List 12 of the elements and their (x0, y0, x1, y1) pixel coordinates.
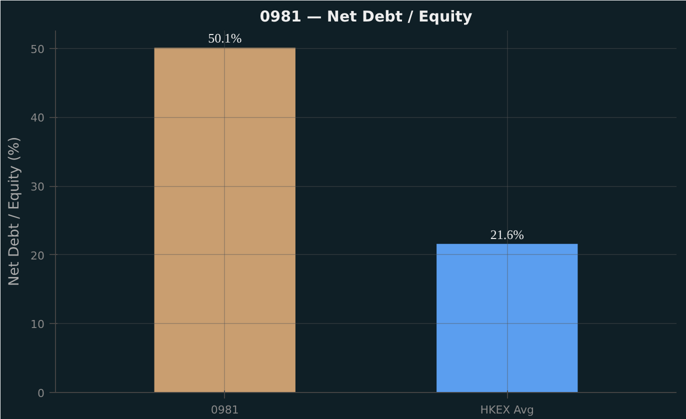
x-tick-label: 0981 (210, 404, 239, 416)
y-axis-title: Net Debt / Equity (%) (6, 136, 23, 286)
y-tick-label: 0 (38, 387, 44, 400)
data-label: 50.1% (208, 30, 242, 46)
y-tick-label: 40 (30, 112, 45, 125)
y-tick-label: 30 (30, 180, 45, 194)
data-label: 21.6% (490, 226, 524, 242)
y-tick-label: 10 (30, 318, 45, 332)
y-tick-label: 20 (30, 249, 45, 262)
chart-title: 0981 — Net Debt / Equity (260, 8, 472, 26)
x-tick-label: HKEX Avg (480, 404, 534, 416)
y-tick-label: 50 (30, 42, 45, 56)
